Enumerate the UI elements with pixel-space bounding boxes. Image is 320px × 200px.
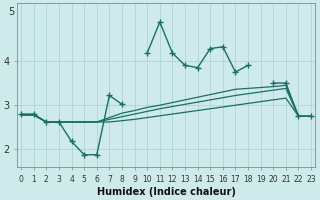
Text: 5: 5 — [9, 7, 15, 17]
X-axis label: Humidex (Indice chaleur): Humidex (Indice chaleur) — [97, 187, 236, 197]
